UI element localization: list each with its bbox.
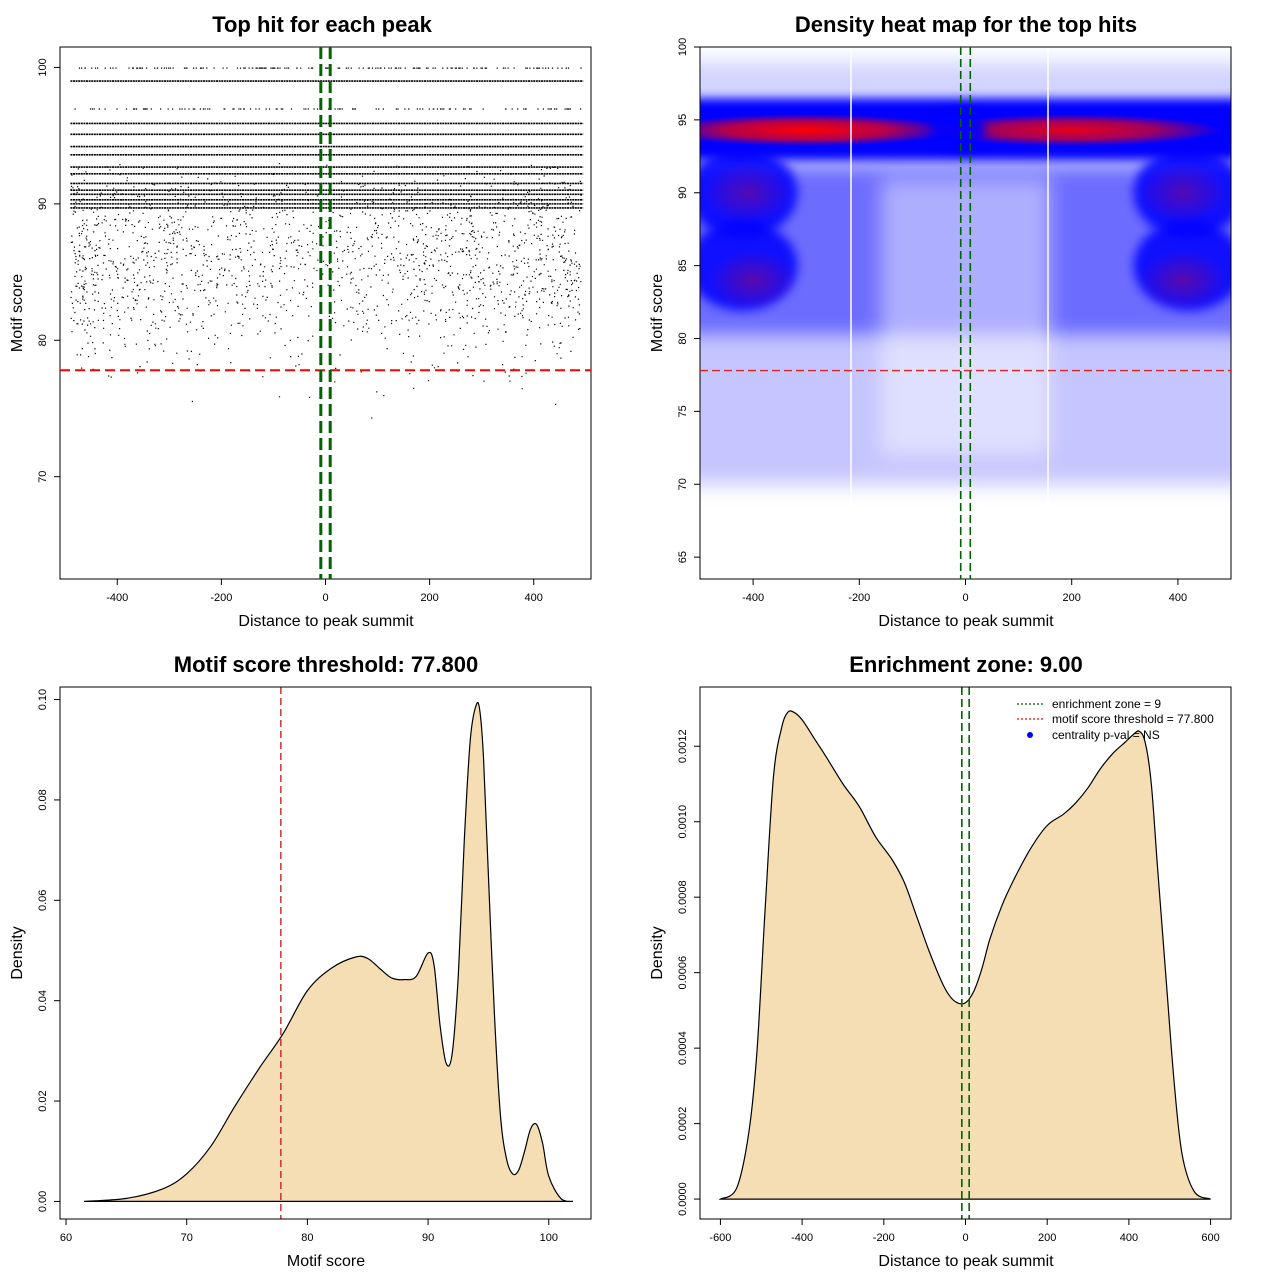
panel3-density-area (84, 701, 574, 1202)
panel1-x-axis: -400 -200 0 200 400 (106, 579, 543, 604)
panel2-heat-layers (700, 61, 1231, 485)
y-tick-label: 0.00 (37, 1191, 49, 1212)
y-tick-label: 100 (677, 38, 689, 56)
panel1-score-levels (70, 67, 584, 209)
panel1-y-axis: 70 80 90 100 (37, 58, 60, 483)
y-tick-label: 90 (37, 198, 49, 210)
x-tick-label: 100 (540, 1232, 558, 1244)
x-tick-label: 400 (525, 592, 543, 604)
y-tick-label: 90 (677, 187, 689, 199)
panel4-x-axis: -600 -400 -200 0 200 400 600 (709, 1219, 1220, 1244)
x-tick-label: -600 (709, 1232, 731, 1244)
y-tick-label: 0.0012 (677, 729, 689, 763)
y-tick-label: 0.0002 (677, 1107, 689, 1141)
panel2-x-label: Distance to peak summit (878, 613, 1054, 630)
panel3-plot-frame (59, 686, 592, 1220)
x-tick-label: -200 (873, 1232, 895, 1244)
x-tick-label: 0 (962, 1232, 968, 1244)
y-tick-label: 0.0008 (677, 880, 689, 914)
heat-center-gap (880, 178, 1051, 456)
panel1-points (70, 163, 582, 419)
x-tick-label: -400 (742, 592, 764, 604)
y-tick-label: 0.0010 (677, 805, 689, 839)
y-tick-label: 0.06 (37, 890, 49, 911)
x-tick-label: -200 (848, 592, 870, 604)
x-tick-label: 200 (1038, 1232, 1056, 1244)
heat-hotspot (702, 162, 793, 223)
panel4-y-label: Density (649, 926, 666, 979)
panel3-y-label: Density (9, 926, 26, 979)
y-tick-label: 65 (677, 551, 689, 563)
heat-hotspot (1138, 162, 1229, 223)
panel2-y-label: Motif score (649, 274, 666, 352)
panel3-title: Motif score threshold: 77.800 (174, 652, 478, 677)
x-tick-label: -400 (106, 592, 128, 604)
y-tick-label: 0.08 (37, 789, 49, 810)
y-tick-label: 0.0004 (677, 1031, 689, 1065)
y-tick-label: 0.10 (37, 689, 49, 710)
legend-enrichment-zone-label: enrichment zone = 9 (1052, 697, 1161, 711)
y-tick-label: 80 (37, 334, 49, 346)
panel1-x-label: Distance to peak summit (238, 613, 414, 630)
x-tick-label: 400 (1120, 1232, 1138, 1244)
panel-top-hit-scatter: Top hit for each peak -400 -200 0 200 400 70… (9, 12, 592, 630)
y-tick-label: 100 (37, 58, 49, 76)
x-tick-label: 60 (60, 1232, 72, 1244)
x-tick-label: 200 (420, 592, 438, 604)
panel2-heat-surface (700, 47, 1231, 579)
y-tick-label: 95 (677, 114, 689, 126)
x-tick-label: 200 (1063, 592, 1081, 604)
panel3-x-axis: 60 70 80 90 100 (60, 1219, 558, 1244)
panel1-y-label: Motif score (9, 274, 26, 352)
heat-center-dip (929, 110, 986, 151)
panel2-title: Density heat map for the top hits (795, 12, 1137, 37)
heat-hotspot (708, 250, 799, 311)
y-tick-label: 0.0006 (677, 956, 689, 990)
y-tick-label: 70 (37, 471, 49, 483)
y-tick-label: 75 (677, 405, 689, 417)
x-tick-label: 0 (962, 592, 968, 604)
panel3-x-label: Motif score (287, 1253, 365, 1270)
heat-hotspot (1138, 250, 1229, 311)
scatter-points (70, 163, 582, 419)
y-tick-label: 0.02 (37, 1090, 49, 1111)
panel3-y-axis: 0.00 0.02 0.04 0.06 0.08 0.10 (37, 689, 60, 1212)
heat-hotspot (921, 114, 1222, 147)
x-tick-label: 400 (1169, 592, 1187, 604)
x-tick-label: -200 (210, 592, 232, 604)
x-tick-label: 90 (422, 1232, 434, 1244)
x-tick-label: 0 (322, 592, 328, 604)
legend-centrality-point (1027, 732, 1033, 738)
y-tick-label: 70 (677, 478, 689, 490)
x-tick-label: 70 (181, 1232, 193, 1244)
panel-enrichment-zone-density: Enrichment zone: 9.00 -600 -400 -200 0 200 40… (649, 652, 1232, 1270)
panel1-title: Top hit for each peak (212, 12, 432, 37)
panel1-plot-frame (59, 46, 592, 580)
y-tick-label: 80 (677, 332, 689, 344)
scatter-top-points (74, 67, 582, 110)
legend-centrality-label: centrality p-val = NS (1052, 728, 1160, 742)
x-tick-label: -400 (791, 1232, 813, 1244)
x-tick-label: 80 (301, 1232, 313, 1244)
panel4-legend: enrichment zone = 9 motif score threshol… (1017, 697, 1214, 742)
y-tick-label: 0.0000 (677, 1182, 689, 1216)
panel-density-heatmap: Density heat map for the top hits -400 -2… (649, 12, 1232, 630)
heat-hotspot (700, 114, 957, 147)
panel2-y-axis: 65 70 75 80 85 90 95 100 (677, 38, 700, 563)
legend-motif-threshold-label: motif score threshold = 77.800 (1052, 712, 1214, 726)
panel4-x-label: Distance to peak summit (878, 1253, 1054, 1270)
y-tick-label: 0.04 (37, 990, 49, 1011)
x-tick-label: 600 (1201, 1232, 1219, 1244)
panel-motif-score-density: Motif score threshold: 77.800 60 70 80 90 10… (9, 652, 592, 1270)
y-tick-label: 85 (677, 260, 689, 272)
panel4-title: Enrichment zone: 9.00 (849, 652, 1083, 677)
panel4-density-area (718, 710, 1211, 1200)
panel2-x-axis: -400 -200 0 200 400 (742, 579, 1187, 604)
panel4-y-axis: 0.0000 0.0002 0.0004 0.0006 0.0008 0.0010 0.00… (677, 729, 700, 1216)
